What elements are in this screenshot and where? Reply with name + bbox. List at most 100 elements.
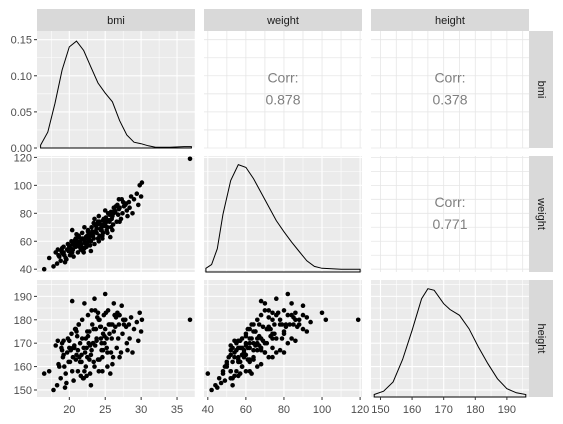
data-point (100, 236, 105, 241)
data-point (97, 357, 102, 362)
strip-top-height: height (371, 9, 529, 31)
data-point (120, 199, 126, 205)
data-point (70, 241, 76, 247)
data-point (136, 338, 141, 344)
strip-label: weight (266, 15, 299, 27)
data-point (61, 338, 66, 344)
data-point (105, 230, 110, 236)
data-point (98, 324, 104, 330)
strip-background (529, 31, 553, 148)
x-axis-tick-label: 190 (498, 404, 516, 416)
y-axis-tick-label: 180 (14, 315, 32, 327)
data-point (58, 258, 63, 264)
y-axis-tick-label: 60 (20, 236, 32, 248)
data-point (289, 336, 294, 341)
data-point (90, 322, 95, 327)
correlation-background (371, 31, 529, 148)
data-point (251, 357, 256, 362)
data-point (102, 340, 107, 346)
data-point (239, 364, 245, 369)
data-point (260, 338, 266, 344)
data-point (118, 350, 124, 355)
data-point (74, 329, 79, 334)
data-point (85, 329, 90, 334)
data-point (89, 347, 94, 353)
correlation-panel-bmi-height: Corr: 0.378 (371, 31, 529, 149)
data-point (100, 218, 106, 223)
data-point (260, 324, 266, 330)
data-point (245, 357, 251, 362)
strip-background (371, 9, 529, 31)
strip-right-bmi: bmi (529, 31, 553, 148)
data-point (308, 319, 313, 325)
data-point (69, 298, 75, 304)
correlation-label: Corr: (267, 70, 298, 86)
data-point (116, 322, 122, 327)
correlation-panel-bmi-weight: Corr: 0.878 (204, 31, 362, 149)
data-point (232, 350, 237, 355)
density-curve-weight (205, 163, 361, 273)
data-point (139, 180, 145, 185)
data-point (67, 338, 72, 344)
x-axis-tick-label: 35 (171, 404, 183, 416)
data-point (66, 359, 71, 365)
y-axis-tick-label: 0.10 (11, 71, 32, 83)
data-point (75, 240, 81, 245)
strip-label: height (535, 324, 547, 354)
data-point (95, 219, 101, 224)
data-point (71, 378, 76, 383)
data-point (114, 345, 119, 351)
data-point (104, 219, 109, 224)
data-point (81, 376, 86, 381)
data-point (258, 347, 264, 353)
x-axis-tick-label: 150 (371, 404, 389, 416)
data-point (249, 322, 254, 327)
data-point (113, 324, 118, 330)
data-point (96, 239, 102, 244)
data-point (51, 264, 56, 269)
data-point (285, 340, 291, 346)
data-point (84, 345, 89, 351)
scatter-height-vs-bmi (41, 291, 193, 393)
data-point (64, 247, 70, 252)
x-axis-tick-label: 60 (240, 404, 252, 416)
data-point (120, 211, 125, 216)
data-point (82, 301, 87, 306)
data-point (128, 194, 134, 199)
data-point (130, 350, 135, 355)
y-axis-tick-label: 40 (20, 264, 32, 276)
data-point (247, 345, 252, 351)
data-point (300, 303, 306, 309)
data-point (262, 301, 268, 306)
y-axis-tick-label: 120 (14, 152, 32, 164)
data-point (70, 345, 76, 351)
data-point (237, 359, 243, 365)
data-point (270, 336, 275, 341)
panel-background (204, 156, 362, 272)
data-point (103, 215, 109, 220)
data-point (111, 329, 117, 334)
data-point (41, 266, 47, 272)
data-point (92, 296, 97, 302)
x-axis-tick-label: 100 (313, 404, 331, 416)
data-point (228, 369, 233, 374)
data-point (87, 243, 93, 248)
data-point (83, 364, 89, 369)
panel-background (37, 31, 195, 148)
data-point (239, 352, 245, 358)
data-point (239, 345, 245, 351)
data-point (62, 259, 68, 265)
data-point (222, 364, 228, 369)
data-point (58, 376, 63, 381)
strip-background (529, 156, 553, 272)
data-point (228, 347, 233, 353)
data-point (243, 343, 249, 348)
data-point (60, 354, 66, 360)
data-point (74, 333, 80, 339)
data-point (92, 343, 98, 348)
data-point (218, 380, 224, 386)
data-point (131, 197, 137, 202)
data-point (64, 380, 69, 386)
data-point (69, 227, 75, 233)
